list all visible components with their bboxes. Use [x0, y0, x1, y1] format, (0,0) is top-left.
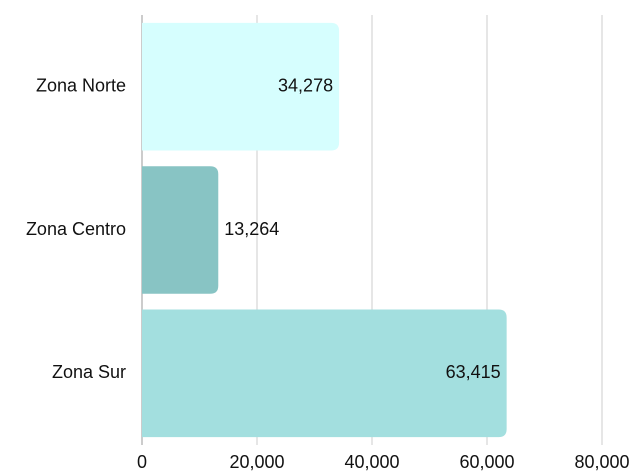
data-label: 13,264 — [224, 219, 279, 239]
x-tick-label: 80,000 — [574, 452, 629, 472]
y-tick-label: Zona Sur — [52, 362, 126, 382]
y-tick-label: Zona Centro — [26, 219, 126, 239]
bar — [142, 309, 507, 438]
y-tick-label: Zona Norte — [36, 75, 126, 95]
bar — [142, 166, 219, 294]
data-label: 34,278 — [278, 75, 333, 95]
data-label: 63,415 — [446, 362, 501, 382]
x-tick-label: 0 — [137, 452, 147, 472]
x-tick-label: 60,000 — [459, 452, 514, 472]
bar — [142, 22, 340, 151]
x-tick-label: 20,000 — [229, 452, 284, 472]
x-tick-label: 40,000 — [344, 452, 399, 472]
